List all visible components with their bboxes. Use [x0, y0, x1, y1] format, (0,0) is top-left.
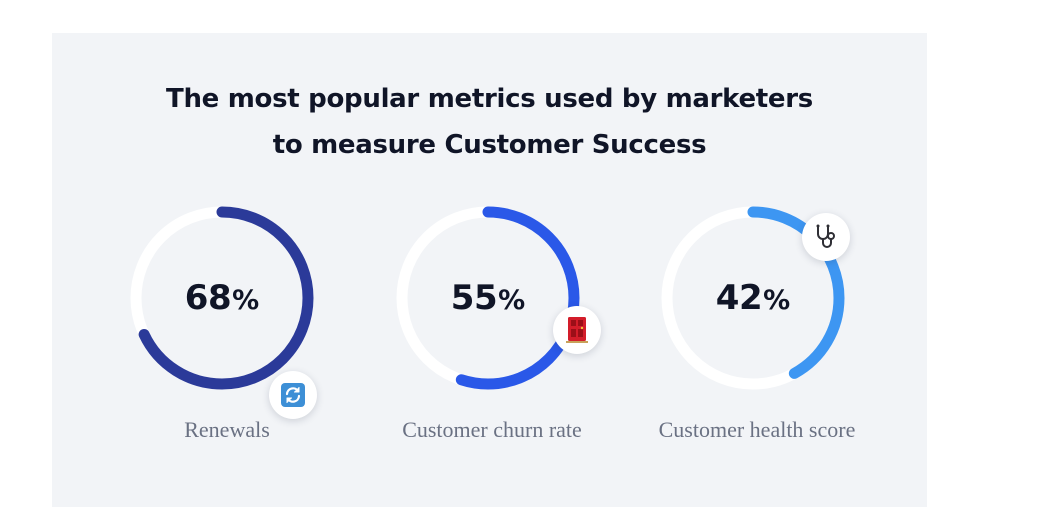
renewals-arc: [130, 206, 314, 390]
refresh-icon: [281, 383, 305, 407]
churn-rate-donut: [396, 206, 580, 390]
renewals-value-unit: %: [232, 284, 260, 316]
renewals-value-number: 68: [184, 278, 232, 318]
chart-title: The most popular metrics used by markete…: [52, 76, 927, 168]
renewals-donut: [130, 206, 314, 390]
chart-title-line-2: to measure Customer Success: [272, 130, 707, 160]
metric-health-score: 42% Customer health score: [657, 203, 857, 443]
churn-rate-value: 55%: [392, 203, 584, 393]
health-score-badge: [802, 213, 850, 261]
health-score-donut: [661, 206, 845, 390]
chart-title-line-1: The most popular metrics used by markete…: [166, 84, 813, 114]
health-score-arc: [661, 206, 845, 390]
metric-churn-rate: 55% Customer churn rate: [392, 203, 601, 443]
infographic-card: The most popular metrics used by markete…: [52, 33, 927, 507]
churn-rate-value-unit: %: [498, 284, 526, 316]
churn-rate-value-number: 55: [450, 278, 498, 318]
metric-renewals: 68% Renewals: [127, 203, 327, 443]
renewals-badge: [269, 371, 317, 419]
health-score-value-number: 42: [715, 278, 763, 318]
renewals-value: 68%: [127, 203, 317, 393]
door-icon: [566, 317, 588, 343]
churn-rate-arc: [396, 206, 580, 390]
stethoscope-icon: [816, 224, 835, 248]
health-score-value: 42%: [657, 203, 849, 393]
health-score-label: Customer health score: [658, 417, 856, 442]
health-score-value-unit: %: [763, 284, 791, 316]
churn-rate-badge: [553, 306, 601, 354]
renewals-label: Renewals: [184, 417, 270, 442]
churn-rate-label: Customer churn rate: [402, 417, 582, 442]
